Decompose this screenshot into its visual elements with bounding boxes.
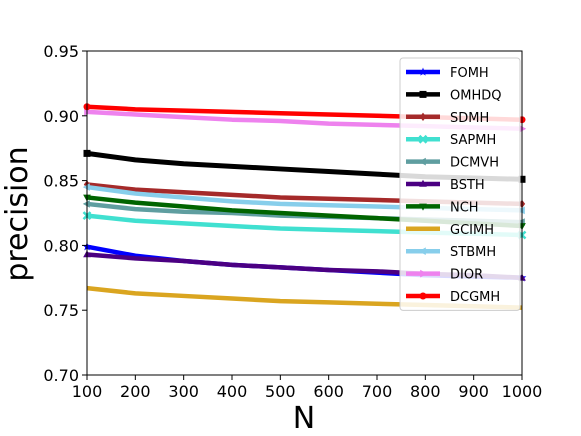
series-marker-dcmvh	[82, 200, 90, 208]
legend-label-dcmvh: DCMVH	[450, 156, 499, 171]
series-marker-stbmh	[82, 183, 90, 191]
x-tick-label: 400	[217, 382, 248, 401]
x-tick-label: 300	[168, 382, 199, 401]
y-tick-label: 0.80	[43, 236, 79, 255]
legend-marker-omhdq	[419, 90, 427, 98]
y-tick-label: 0.85	[43, 172, 79, 191]
series-marker-stbmh	[517, 206, 525, 215]
legend-label-dior: DIOR	[450, 268, 483, 283]
x-axis-label: N	[293, 401, 315, 436]
legend: FOMH OMHDQ SDMH SAPMH DCMVH BSTH NCH GCIMH STBMH…	[399, 57, 521, 311]
legend-label-nch: NCH	[450, 200, 479, 215]
legend-label-dcgmh: DCGMH	[450, 290, 500, 305]
x-tick-label: 800	[410, 382, 441, 401]
legend-label-sdmh: SDMH	[450, 111, 489, 126]
x-tick-label: 700	[362, 382, 393, 401]
x-tick-label: 100	[72, 382, 103, 401]
y-tick-label: 0.70	[43, 366, 79, 385]
legend-box	[399, 57, 521, 311]
y-axis-ticks: 0.70 0.75 0.80 0.85 0.90 0.95	[43, 42, 87, 385]
legend-marker-fomh	[418, 67, 428, 76]
legend-marker-dcgmh	[419, 292, 427, 300]
legend-label-fomh: FOMH	[450, 66, 489, 81]
legend-marker-nch	[419, 203, 427, 211]
x-tick-label: 200	[120, 382, 151, 401]
legend-marker-stbmh	[418, 247, 426, 256]
x-tick-label: 1000	[502, 382, 543, 401]
plot-frame	[86, 50, 523, 376]
legend-marker-sapmh	[418, 134, 428, 144]
legend-marker-bsth	[419, 179, 427, 187]
y-tick-label: 0.90	[43, 107, 79, 126]
x-tick-label: 600	[313, 382, 344, 401]
legend-marker-dcmvh	[418, 157, 426, 166]
y-axis-label: precision	[0, 146, 35, 281]
y-tick-label: 0.75	[43, 301, 79, 320]
y-tick-label: 0.95	[43, 42, 79, 61]
x-tick-label: 500	[265, 382, 296, 401]
legend-label-stbmh: STBMH	[450, 245, 496, 260]
legend-label-bsth: BSTH	[450, 178, 485, 193]
legend-marker-dior	[420, 269, 428, 278]
x-axis-ticks: 100 200 300 400 500 600 700 800 900 1000	[72, 375, 543, 401]
legend-label-sapmh: SAPMH	[450, 133, 496, 148]
series-marker-dior	[519, 124, 527, 133]
legend-label-omhdq: OMHDQ	[450, 88, 501, 103]
legend-label-gcimh: GCIMH	[450, 223, 494, 238]
x-tick-label: 900	[458, 382, 489, 401]
legend-marker-sdmh	[419, 112, 427, 121]
